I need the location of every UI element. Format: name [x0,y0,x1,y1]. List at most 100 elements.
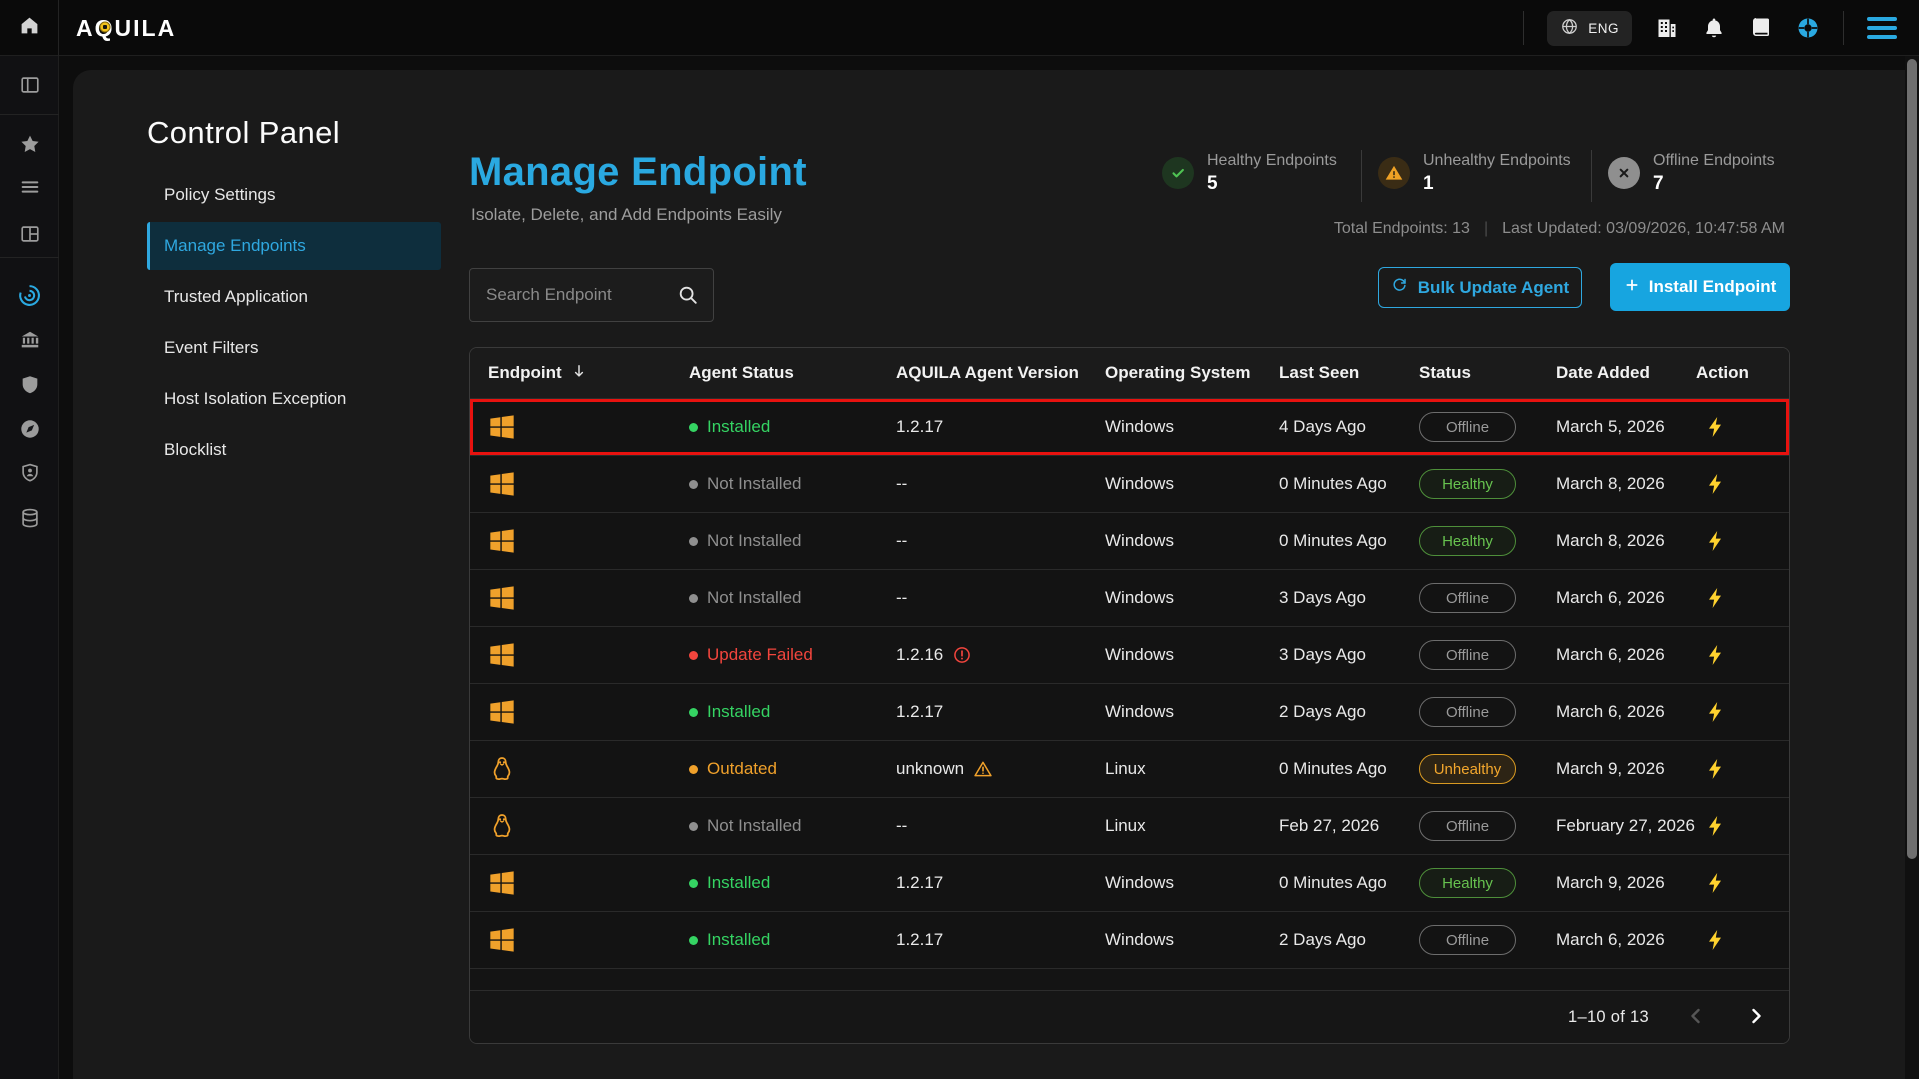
menu-list-icon[interactable] [0,168,59,206]
cell-agent-version: 1.2.17 [896,930,1105,950]
cell-action [1696,586,1789,610]
status-badge: Offline [1419,640,1516,670]
table-row[interactable]: Not Installed -- Windows 3 Days Ago Offline M… [470,570,1789,627]
cell-endpoint [470,755,689,783]
agent-version-value: -- [896,816,908,835]
quick-action-button[interactable] [1704,928,1728,952]
globe-icon [1560,17,1579,39]
quick-action-button[interactable] [1704,529,1728,553]
status-dot [689,764,698,774]
brand-letters: UILA [114,14,177,41]
quick-action-button[interactable] [1704,814,1728,838]
cell-date-added: March 6, 2026 [1556,588,1665,607]
agent-status-label: Not Installed [707,816,802,835]
topbar: AQUILA ENG [0,0,1919,56]
column-header-operating-system: Operating System [1105,363,1279,383]
docs-icon[interactable] [1749,16,1773,40]
column-header-status: Status [1419,363,1556,383]
cell-action [1696,700,1789,724]
language-button[interactable]: ENG [1547,10,1632,46]
table-row[interactable]: Installed 1.2.17 Windows 4 Days Ago Offline M… [470,399,1789,456]
table-row[interactable]: Not Installed -- Windows 0 Minutes Ago Healt… [470,456,1789,513]
cell-agent-version: 1.2.16 [896,645,1105,665]
nav-item-event-filters[interactable]: Event Filters [164,338,259,357]
cell-status: Healthy [1419,526,1556,556]
column-header-action: Action [1696,363,1789,383]
windows-logo-icon [488,698,516,726]
table-row[interactable]: Installed 1.2.17 Windows 0 Minutes Ago Healt… [470,855,1789,912]
layout-icon[interactable] [0,215,59,253]
agent-status-label: Not Installed [707,474,802,493]
bulk-update-label: Bulk Update Agent [1417,277,1570,297]
x-circle-icon [1608,157,1640,189]
table-row[interactable]: Installed 1.2.17 Windows 2 Days Ago Offline M… [470,912,1789,969]
table-row[interactable]: Outdated unknown Linux 0 Minutes Ago Unhealt… [470,741,1789,798]
cell-agent-status: Installed [689,930,896,950]
cell-date-added: March 6, 2026 [1556,645,1665,664]
status-badge: Unhealthy [1419,754,1516,784]
table-row[interactable]: Not Installed -- Windows 0 Minutes Ago Healt… [470,513,1789,570]
organization-icon[interactable] [1655,16,1679,40]
column-label: Date Added [1556,363,1650,382]
status-dot [689,650,698,660]
home-button[interactable] [0,0,59,56]
cell-last-seen: 3 Days Ago [1279,645,1366,664]
quick-action-button[interactable] [1704,871,1728,895]
status-dot [689,878,698,888]
cell-agent-status: Installed [689,873,896,893]
shield-icon[interactable] [0,366,59,404]
support-icon[interactable] [1796,16,1820,40]
nav-item-trusted-application[interactable]: Trusted Application [164,287,308,306]
quick-action-button[interactable] [1704,472,1728,496]
quick-action-button[interactable] [1704,415,1728,439]
cell-endpoint [470,926,689,954]
endpoint-scan-icon[interactable] [0,276,59,314]
search-icon[interactable] [677,284,699,306]
next-page-button[interactable] [1743,1004,1769,1030]
search-input[interactable] [470,269,713,321]
nav-item-manage-endpoints[interactable]: Manage Endpoints [147,222,441,270]
quick-action-button[interactable] [1704,700,1728,724]
agent-status-label: Outdated [707,759,777,778]
linux-logo-icon [488,812,516,840]
cell-last-seen: 0 Minutes Ago [1279,759,1387,778]
rail-divider [0,257,59,258]
stat-text: Offline Endpoints 7 [1653,148,1775,195]
scrollbar-thumb[interactable] [1907,59,1917,859]
cell-action [1696,529,1789,553]
main-menu-button[interactable] [1867,15,1897,41]
cell-last-seen: 0 Minutes Ago [1279,531,1387,550]
compass-icon[interactable] [0,410,59,448]
quick-action-button[interactable] [1704,643,1728,667]
page-scrollbar[interactable] [1905,56,1919,1079]
favorites-icon[interactable] [0,125,59,163]
column-header-endpoint[interactable]: Endpoint [470,362,689,385]
nav-item-policy-settings[interactable]: Policy Settings [164,185,276,204]
shield-user-icon[interactable] [0,454,59,492]
agent-status-label: Installed [707,873,771,892]
install-endpoint-button[interactable]: Install Endpoint [1610,263,1790,311]
sort-descending-icon[interactable] [570,362,588,385]
institution-icon[interactable] [0,321,59,359]
bulk-update-agent-button[interactable]: Bulk Update Agent [1378,267,1582,308]
notifications-icon[interactable] [1702,16,1726,40]
nav-item-blocklist[interactable]: Blocklist [164,440,227,459]
brand-letter: A [76,14,95,41]
agent-version-value: 1.2.17 [896,417,944,436]
quick-action-button[interactable] [1704,586,1728,610]
table-row[interactable]: Installed 1.2.17 Windows 2 Days Ago Offline M… [470,684,1789,741]
cell-agent-version: 1.2.17 [896,702,1105,722]
column-label: Last Seen [1279,363,1360,382]
cell-agent-status: Not Installed [689,474,896,494]
panel-toggle-icon[interactable] [0,66,59,104]
horizontal-scrollbar[interactable] [470,969,1789,991]
table-row[interactable]: Update Failed 1.2.16 Windows 3 Days Ago Offl… [470,627,1789,684]
nav-item-host-isolation-exception[interactable]: Host Isolation Exception [164,389,347,408]
stat-text: Unhealthy Endpoints 1 [1423,148,1571,195]
quick-action-button[interactable] [1704,757,1728,781]
table-row[interactable]: Not Installed -- Linux Feb 27, 2026 Offline F… [470,798,1789,855]
database-icon[interactable] [0,499,59,537]
previous-page-button[interactable] [1683,1004,1709,1030]
stats-divider [1361,150,1362,202]
